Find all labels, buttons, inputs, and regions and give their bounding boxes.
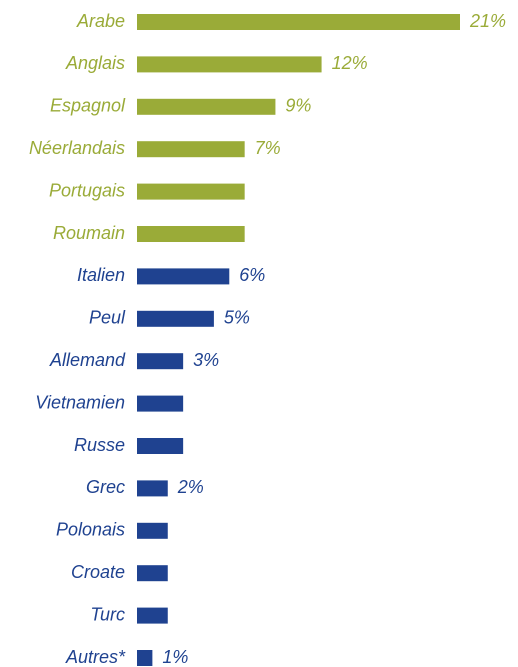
category-label: Turc <box>90 604 125 624</box>
bar <box>137 607 168 624</box>
bar <box>137 56 322 73</box>
bar <box>137 141 245 158</box>
category-label: Russe <box>74 435 125 455</box>
bar <box>137 565 168 582</box>
category-label: Espagnol <box>50 96 126 116</box>
value-label: 9% <box>285 96 311 116</box>
bar <box>137 183 245 200</box>
bar <box>137 522 168 539</box>
category-label: Allemand <box>49 350 126 370</box>
bar <box>137 650 153 666</box>
category-label: Vietnamien <box>35 392 125 412</box>
category-label: Arabe <box>76 11 125 31</box>
value-label: 12% <box>332 53 368 73</box>
bar <box>137 438 184 454</box>
category-label: Autres* <box>65 647 126 667</box>
category-label: Italien <box>77 265 125 285</box>
category-label: Grec <box>86 477 125 497</box>
category-label: Polonais <box>56 520 125 540</box>
bar <box>137 98 276 115</box>
bar <box>137 353 184 370</box>
category-label: Peul <box>89 308 126 328</box>
bar <box>137 395 184 412</box>
bar <box>137 14 460 30</box>
value-label: 7% <box>255 138 281 158</box>
bar <box>137 226 245 242</box>
bar <box>137 480 168 497</box>
value-label: 1% <box>162 647 188 667</box>
value-label: 5% <box>224 308 250 328</box>
category-label: Roumain <box>53 223 125 243</box>
value-label: 6% <box>239 265 265 285</box>
value-label: 2% <box>177 477 204 497</box>
value-label: 3% <box>193 350 219 370</box>
bar <box>137 268 230 285</box>
category-label: Anglais <box>65 53 125 73</box>
category-label: Portugais <box>49 180 125 200</box>
value-label: 21% <box>469 11 506 31</box>
category-label: Croate <box>71 562 125 582</box>
bar <box>137 310 214 327</box>
category-label: Néerlandais <box>29 138 125 158</box>
